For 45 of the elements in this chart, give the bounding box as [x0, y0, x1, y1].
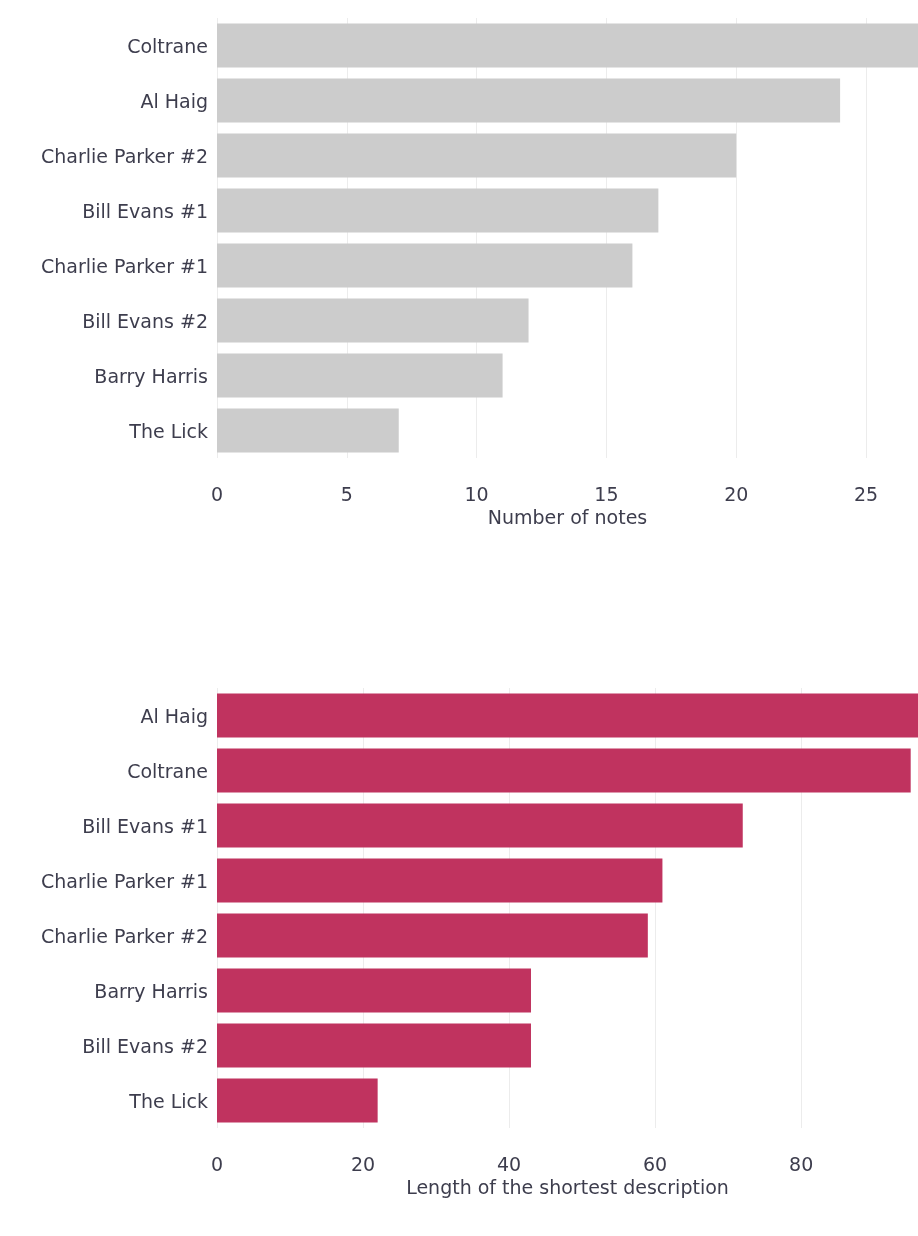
- y-tick-label: Bill Evans #1: [82, 199, 208, 222]
- bar: [217, 188, 659, 233]
- x-axis-title: Length of the shortest description: [406, 1176, 729, 1199]
- y-tick-label: Coltrane: [127, 34, 208, 57]
- y-tick-label: Bill Evans #2: [82, 1034, 208, 1057]
- y-tick-label: Al Haig: [140, 704, 208, 727]
- y-tick-label: Bill Evans #2: [82, 309, 208, 332]
- bar: [217, 78, 841, 123]
- x-tick-label: 5: [340, 482, 353, 505]
- x-tick-label: 40: [496, 1152, 522, 1175]
- x-tick-label: 0: [210, 482, 224, 505]
- bar: [217, 803, 743, 848]
- bar: [217, 1023, 531, 1068]
- bar: [217, 693, 918, 738]
- bar: [217, 298, 529, 343]
- x-tick-label: 80: [789, 1152, 814, 1175]
- bar: [217, 353, 503, 398]
- bar: [217, 408, 399, 453]
- x-axis-title: Number of notes: [487, 506, 648, 529]
- y-tick-label: The Lick: [128, 1089, 208, 1112]
- bar: [217, 913, 648, 958]
- y-tick-label: Barry Harris: [94, 364, 208, 387]
- x-tick-label: 15: [594, 482, 619, 505]
- y-tick-label: Charlie Parker #1: [41, 869, 208, 892]
- bar: [217, 1078, 378, 1123]
- bar: [217, 23, 918, 68]
- y-tick-label: Barry Harris: [94, 979, 208, 1002]
- y-tick-label: Charlie Parker #1: [41, 254, 208, 277]
- x-tick-label: 60: [643, 1152, 668, 1175]
- y-tick-label: The Lick: [128, 419, 208, 442]
- bar: [217, 748, 911, 793]
- y-tick-label: Al Haig: [140, 89, 208, 112]
- y-tick-label: Coltrane: [127, 759, 208, 782]
- bar: [217, 243, 633, 288]
- y-tick-label: Charlie Parker #2: [41, 924, 208, 947]
- bar: [217, 133, 737, 178]
- bar: [217, 858, 663, 903]
- x-tick-label: 20: [350, 1152, 376, 1175]
- x-tick-label: 10: [464, 482, 489, 505]
- y-tick-label: Bill Evans #1: [82, 814, 208, 837]
- bar: [217, 968, 531, 1013]
- x-tick-label: 25: [853, 482, 879, 505]
- x-tick-label: 20: [724, 482, 749, 505]
- x-tick-label: 0: [210, 1152, 224, 1175]
- y-tick-label: Charlie Parker #2: [41, 144, 208, 167]
